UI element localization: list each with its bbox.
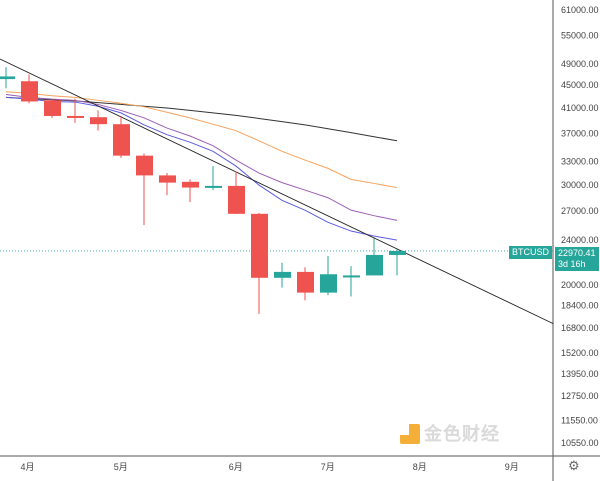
y-tick-label: 12750.00 <box>561 391 599 401</box>
last-price-label: 22970.41 3d 16h <box>555 247 599 271</box>
y-tick-label: 20000.00 <box>561 280 599 290</box>
y-tick-label: 24000.00 <box>561 235 599 245</box>
moving-average-line-0 <box>5 96 398 142</box>
y-tick-label: 15200.00 <box>561 348 599 358</box>
candle-down <box>44 100 61 116</box>
watermark-logo: 金色财经 <box>400 424 500 444</box>
y-tick-label: 61000.00 <box>561 5 599 15</box>
moving-average-line-3 <box>5 96 398 241</box>
x-tick-label: 6月 <box>229 462 243 472</box>
y-tick-label: 37000.00 <box>561 128 599 138</box>
y-tick-label: 45000.00 <box>561 80 599 90</box>
bar-countdown: 3d 16h <box>558 259 586 269</box>
candle-down <box>251 213 268 278</box>
candle-up <box>366 254 383 276</box>
candle-up <box>343 275 360 278</box>
settings-gear-icon[interactable]: ⚙ <box>568 458 580 473</box>
candle-up <box>274 271 291 278</box>
y-tick-label: 30000.00 <box>561 180 599 190</box>
y-tick-label: 18400.00 <box>561 301 599 311</box>
watermark-text: 金色财经 <box>424 424 500 444</box>
candle-up <box>320 274 337 293</box>
y-tick-label: 11550.00 <box>561 416 598 426</box>
candle-down <box>90 117 107 125</box>
last-price: 22970.41 <box>558 248 596 258</box>
candle-up <box>389 250 406 255</box>
y-tick-label: 41000.00 <box>561 103 599 113</box>
y-tick-label: 16800.00 <box>561 323 599 333</box>
y-tick-label: 13950.00 <box>561 369 599 379</box>
candle-down <box>67 115 84 118</box>
logo-icon <box>400 424 420 444</box>
candle-down <box>21 81 38 102</box>
candle-down <box>182 181 199 188</box>
y-tick-label: 27000.00 <box>561 206 599 216</box>
x-tick-label: 9月 <box>505 462 519 472</box>
y-tick-label: 10550.00 <box>561 438 599 448</box>
x-tick-label: 4月 <box>21 462 35 472</box>
candle-down <box>297 271 314 293</box>
candle-down <box>136 155 153 176</box>
candle-down <box>113 124 130 156</box>
x-tick-label: 5月 <box>114 462 128 472</box>
candle-up <box>0 76 15 80</box>
moving-average-line-2 <box>5 94 398 221</box>
symbol-label: BTCUSD <box>508 246 552 259</box>
x-tick-label: 8月 <box>413 462 427 472</box>
candle-down <box>159 175 176 183</box>
candle-down <box>228 185 245 214</box>
y-tick-label: 55000.00 <box>561 31 599 41</box>
moving-average-line-1 <box>5 91 398 189</box>
trendline <box>0 58 554 325</box>
candle-up <box>205 185 222 188</box>
x-tick-label: 7月 <box>321 462 335 472</box>
y-tick-label: 33000.00 <box>561 157 599 167</box>
y-tick-label: 49000.00 <box>561 59 599 69</box>
